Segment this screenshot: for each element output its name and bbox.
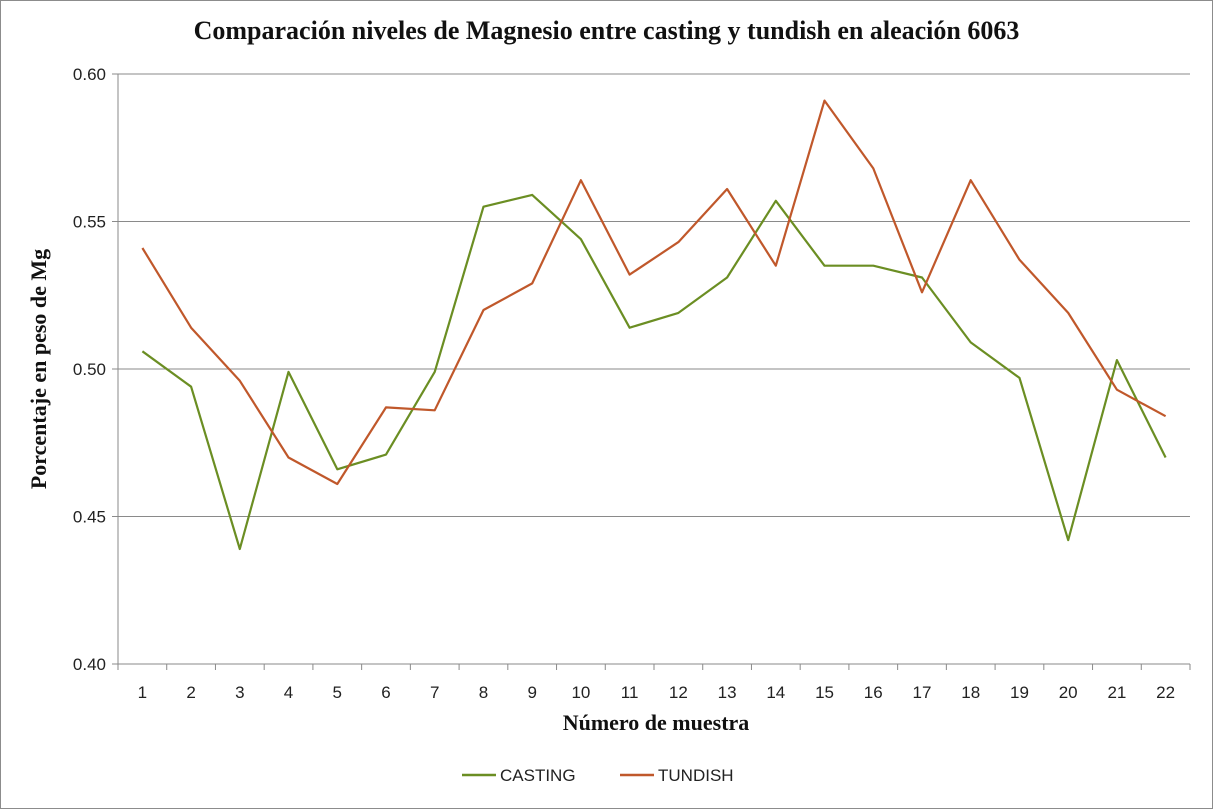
x-tick-label: 8 (479, 683, 488, 702)
axes (112, 73, 1191, 670)
x-tick-label: 22 (1156, 683, 1175, 702)
x-tick-label: 16 (864, 683, 883, 702)
x-tick-label: 12 (669, 683, 688, 702)
y-tick-labels: 0.40 0.45 0.50 0.55 0.60 (73, 65, 106, 674)
y-tick-label: 0.60 (73, 65, 106, 84)
series-lines (141, 99, 1167, 551)
x-tick-label: 18 (961, 683, 980, 702)
x-tick-label: 10 (571, 683, 590, 702)
x-tick-label: 21 (1107, 683, 1126, 702)
x-tick-label: 7 (430, 683, 439, 702)
y-axis-label: Porcentaje en peso de Mg (26, 249, 51, 489)
x-tick-label: 9 (527, 683, 536, 702)
x-tick-label: 11 (621, 683, 639, 702)
y-tick-label: 0.40 (73, 655, 106, 674)
series-line-casting (141, 193, 1167, 551)
x-tick-label: 5 (333, 683, 342, 702)
chart-title: Comparación niveles de Magnesio entre ca… (193, 16, 1020, 45)
x-tick-label: 4 (284, 683, 293, 702)
x-tick-label: 19 (1010, 683, 1029, 702)
y-tick-label: 0.50 (73, 360, 106, 379)
legend-label-casting: CASTING (500, 766, 576, 785)
x-tick-label: 2 (186, 683, 195, 702)
x-tick-label: 15 (815, 683, 834, 702)
legend-label-tundish: TUNDISH (658, 766, 734, 785)
x-tick-label: 6 (381, 683, 390, 702)
legend: CASTING TUNDISH (462, 766, 734, 785)
x-axis-label: Número de muestra (563, 710, 750, 735)
x-tick-label: 13 (718, 683, 737, 702)
y-tick-label: 0.45 (73, 508, 106, 527)
x-tick-label: 3 (235, 683, 244, 702)
series-line-tundish (141, 99, 1167, 486)
y-tick-label: 0.55 (73, 213, 106, 232)
x-tick-labels: 1 2 3 4 5 6 7 8 9 10 11 12 13 14 15 16 17 18 19 20 21 22 (138, 683, 1175, 702)
gridlines (118, 73, 1190, 517)
x-tick-label: 1 (138, 683, 147, 702)
x-tick-label: 14 (766, 683, 785, 702)
x-tick-label: 20 (1059, 683, 1078, 702)
x-tick-label: 17 (913, 683, 932, 702)
